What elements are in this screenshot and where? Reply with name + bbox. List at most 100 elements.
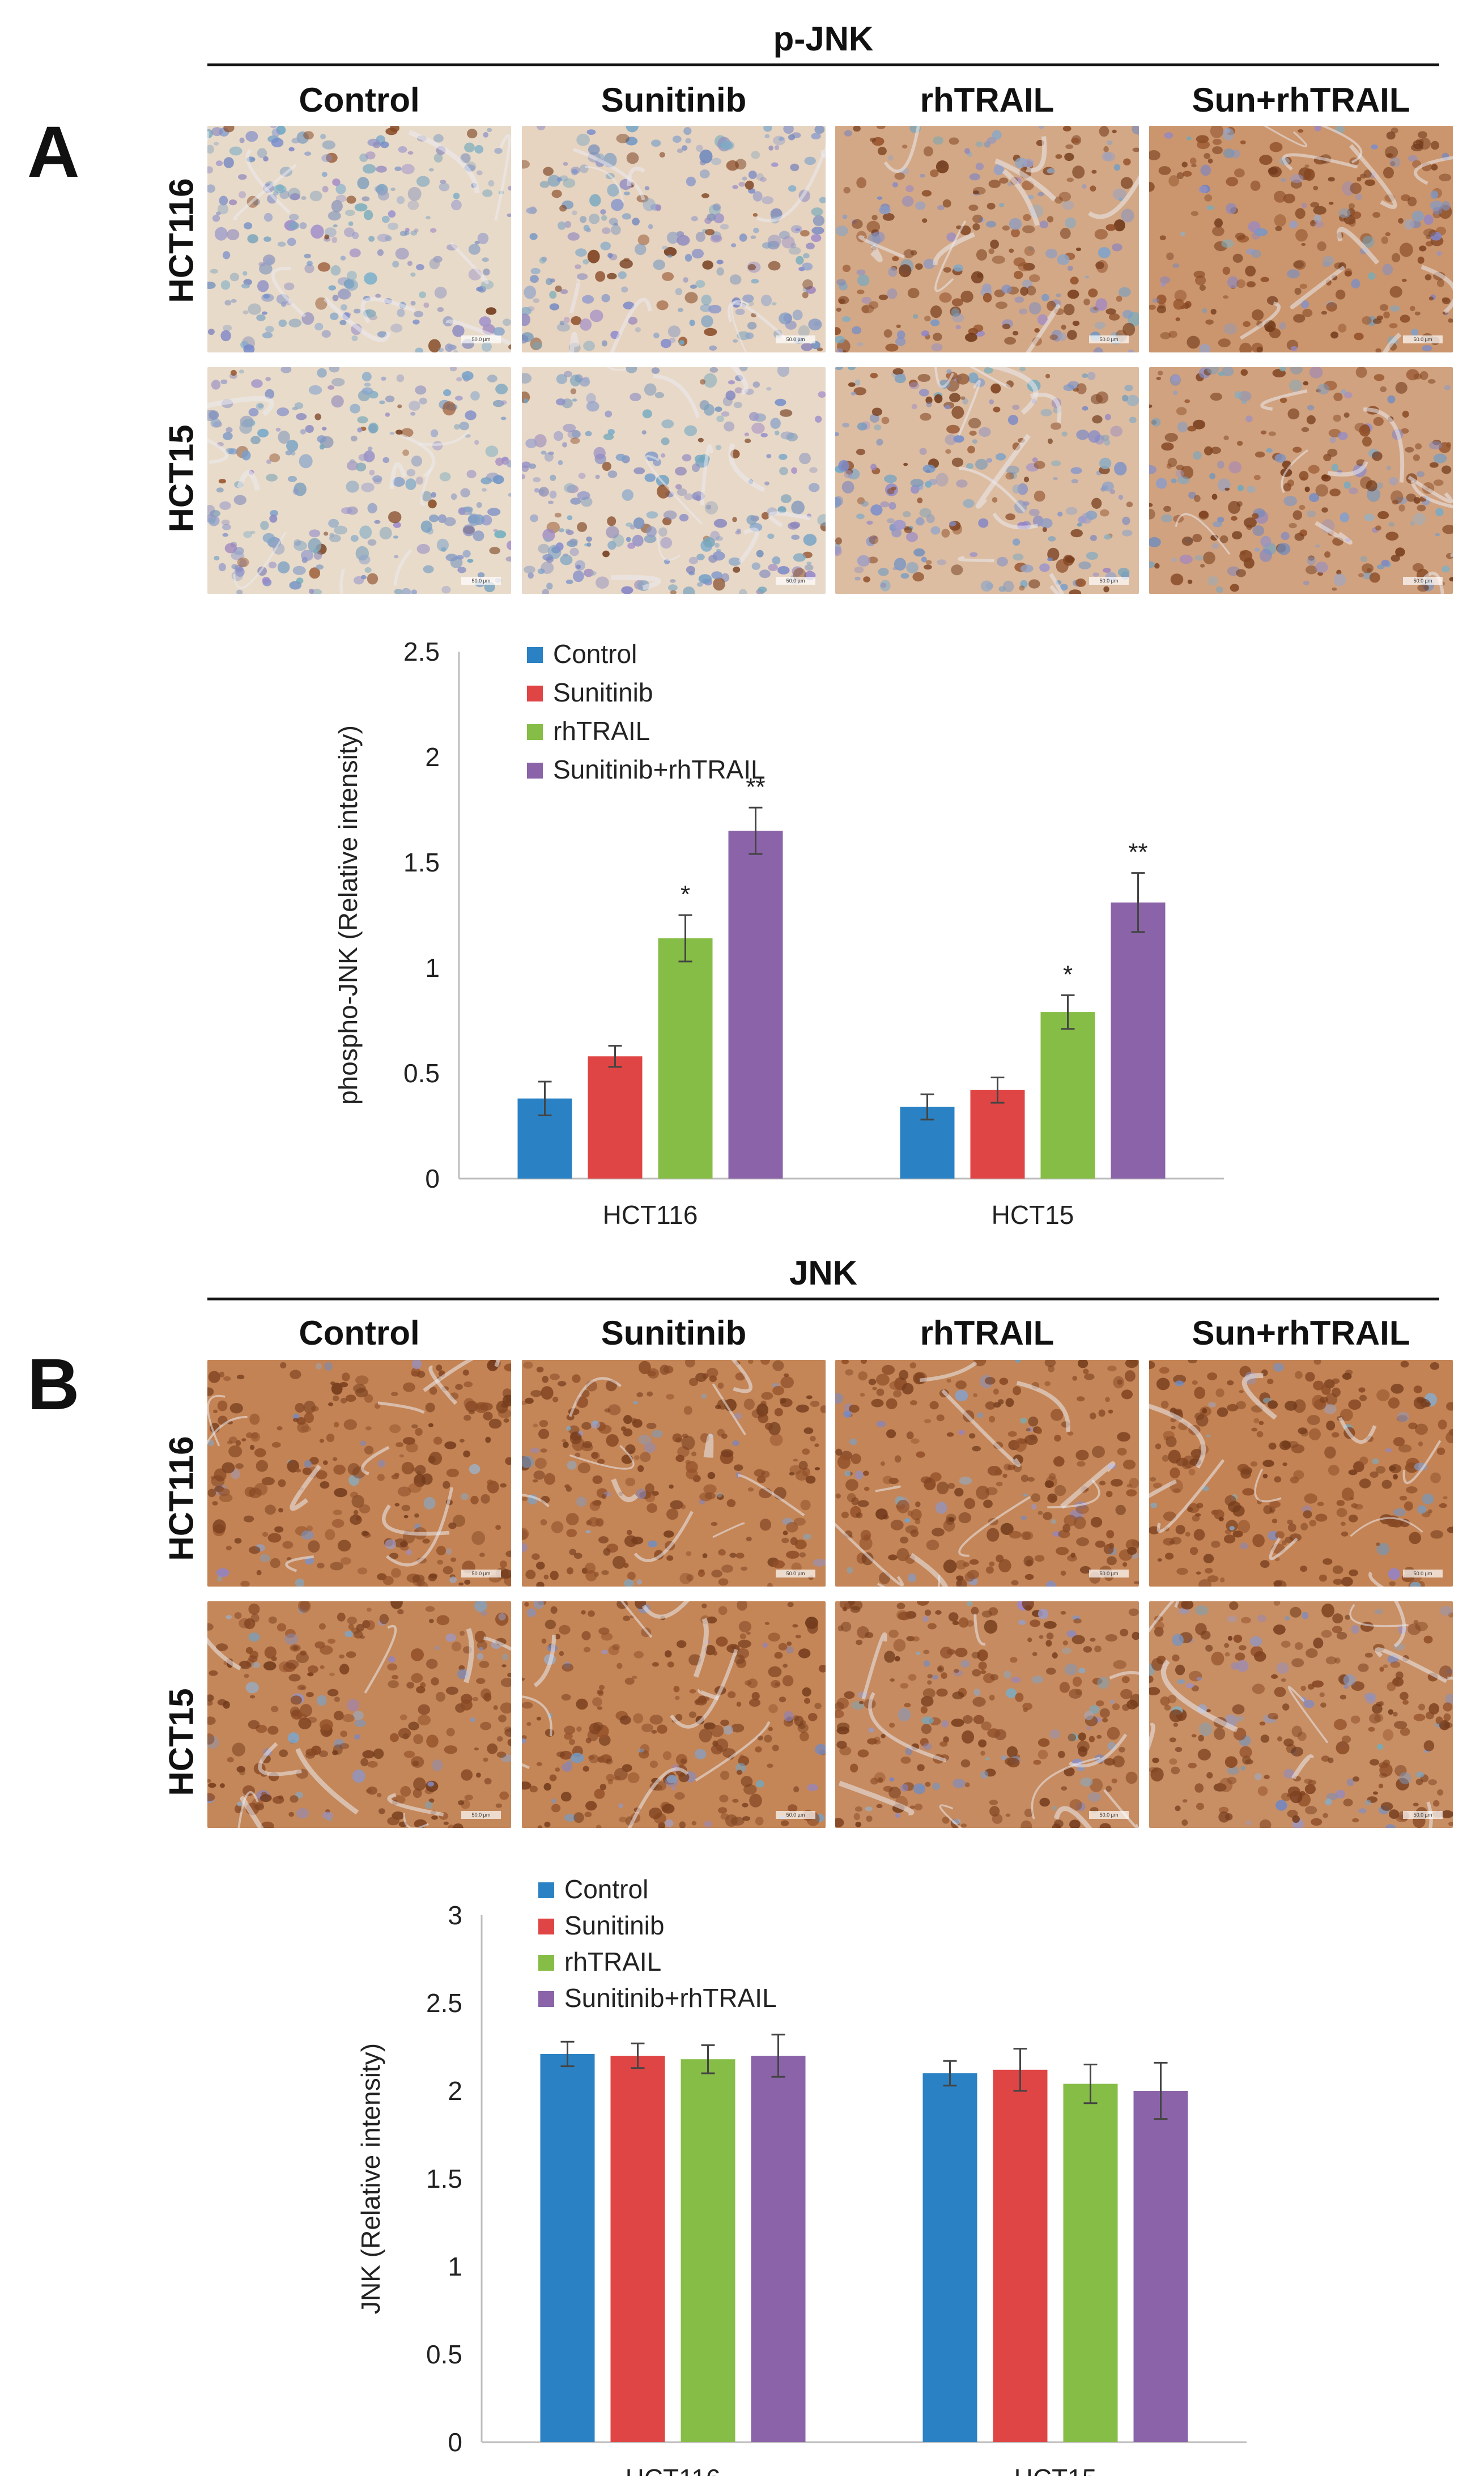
panel-a-micrograph: 50.0 µm [835,126,1139,352]
legend-label: Sunitinib [564,1911,664,1940]
panel-b-row-label: HCT15 [162,1688,201,1796]
scale-bar: 50.0 µm [461,1811,501,1819]
y-axis-label: phospho-JNK (Relative intensity) [333,725,363,1105]
y-tick-label: 1.5 [403,848,440,877]
legend-swatch [538,1991,554,2007]
panel-b-micrograph: 50.0 µm [1149,1601,1453,1828]
significance-marker: * [681,881,690,908]
panel-a-micrograph: 50.0 µm [207,367,511,594]
scale-bar: 50.0 µm [776,1570,815,1577]
panel-b-col-label: Control [299,1314,420,1352]
panel-a-title-rule [207,63,1439,66]
significance-marker: ** [1128,839,1147,866]
legend-label: Control [553,639,637,669]
panel-b-micrograph: 50.0 µm [835,1601,1139,1828]
panel-b-col-label: Sunitinib [601,1314,747,1352]
legend-label: Sunitinib [553,678,653,707]
panel-a-col-label: rhTRAIL [920,81,1054,119]
panel-a-micrograph: 50.0 µm [1149,367,1453,594]
bar [588,1056,643,1179]
y-tick-label: 2 [425,742,440,772]
legend-swatch [538,1882,554,1898]
bar [658,938,713,1179]
scale-bar: 50.0 µm [776,577,815,585]
legend-swatch [538,1919,554,1934]
legend-swatch [527,724,543,740]
bar [970,1090,1025,1179]
bar [922,2073,977,2442]
y-tick-label: 1 [425,953,440,983]
phospho-jnk-bar-chart: 0 0.5 1 1.5 2 2.5 phospho-JNK (Relative intens… [333,637,1224,1230]
bar [1111,902,1166,1179]
panel-b-title: JNK [789,1254,858,1292]
scale-bar: 50.0 µm [1403,1570,1443,1577]
significance-marker: ** [746,773,765,801]
x-tick-label: HCT15 [992,1200,1074,1230]
y-tick-label: 2.5 [403,637,440,666]
scale-bar: 50.0 µm [461,577,501,585]
significance-marker: * [1063,960,1073,988]
bar [610,2056,665,2442]
panel-b-micrograph: 50.0 µm [522,1360,826,1587]
scale-bar: 50.0 µm [776,335,815,343]
legend-label: rhTRAIL [564,1947,661,1976]
bar [681,2059,735,2442]
scale-bar: 50.0 µm [1089,1570,1129,1577]
legend-label: rhTRAIL [553,716,650,746]
scale-bar: 50.0 µm [1403,577,1443,585]
panel-b-micrograph: 50.0 µm [1149,1360,1453,1587]
panel-a-row-label: HCT116 [162,178,201,303]
y-tick-label: 0 [448,2427,462,2457]
legend-label: Sunitinib+rhTRAIL [564,1983,777,2013]
legend-label: Control [564,1874,648,1904]
bar [1040,1012,1095,1179]
panel-a-col-label: Sun+rhTRAIL [1192,81,1410,119]
y-tick-label: 1.5 [426,2164,462,2193]
y-tick-label: 1 [448,2252,462,2281]
panel-a-letter: A [27,112,80,193]
scale-bar: 50.0 µm [776,1811,815,1819]
panel-a-title: p-JNK [773,20,874,58]
scale-bar: 50.0 µm [461,1570,501,1577]
jnk-bar-chart: 0 0.5 1 1.5 2 2.5 3 JNK (Relative intensity) HCT… [356,1874,1247,2476]
panel-a-col-label: Sunitinib [601,81,747,119]
scale-bar: 50.0 µm [1089,1811,1129,1819]
scale-bar: 50.0 µm [1089,577,1129,585]
x-tick-label: HCT15 [1014,2464,1097,2476]
panel-b-col-label: Sun+rhTRAIL [1192,1314,1410,1352]
scale-bar: 50.0 µm [1403,335,1443,343]
scale-bar: 50.0 µm [461,335,501,343]
panel-b-row-label: HCT116 [162,1436,201,1561]
legend-swatch [527,763,543,779]
panel-b-micrograph: 50.0 µm [207,1601,511,1828]
y-tick-label: 0.5 [403,1058,440,1088]
panel-b-title-rule [207,1298,1439,1300]
panel-b-micrograph: 50.0 µm [207,1360,511,1587]
panel-a-row-label: HCT15 [162,424,201,533]
panel-a-col-label: Control [299,81,420,119]
bar [728,831,783,1179]
panel-a-micrograph: 50.0 µm [835,367,1139,594]
panel-a-micrograph: 50.0 µm [1149,126,1453,352]
y-tick-label: 2.5 [426,1988,462,2018]
y-tick-label: 0.5 [426,2340,462,2369]
bar [1133,2091,1188,2442]
bar [993,2069,1048,2442]
legend-swatch [538,1955,554,1971]
panel-b-col-label: rhTRAIL [920,1314,1054,1352]
y-tick-label: 0 [425,1164,440,1193]
legend-swatch [527,686,543,701]
x-tick-label: HCT116 [626,2464,721,2476]
panel-b-letter: B [27,1344,80,1425]
panel-a-micrograph: 50.0 µm [522,126,826,352]
panel-b-micrograph: 50.0 µm [522,1601,826,1828]
legend-label: Sunitinib+rhTRAIL [553,755,766,784]
scale-bar: 50.0 µm [1089,335,1129,343]
bar [751,2056,806,2442]
y-tick-label: 3 [448,1900,462,1930]
panel-b-micrograph: 50.0 µm [835,1360,1139,1587]
y-axis-label: JNK (Relative intensity) [356,2043,385,2314]
panel-a-micrograph: 50.0 µm [207,126,511,352]
y-tick-label: 2 [448,2076,462,2106]
bar [1063,2083,1118,2442]
